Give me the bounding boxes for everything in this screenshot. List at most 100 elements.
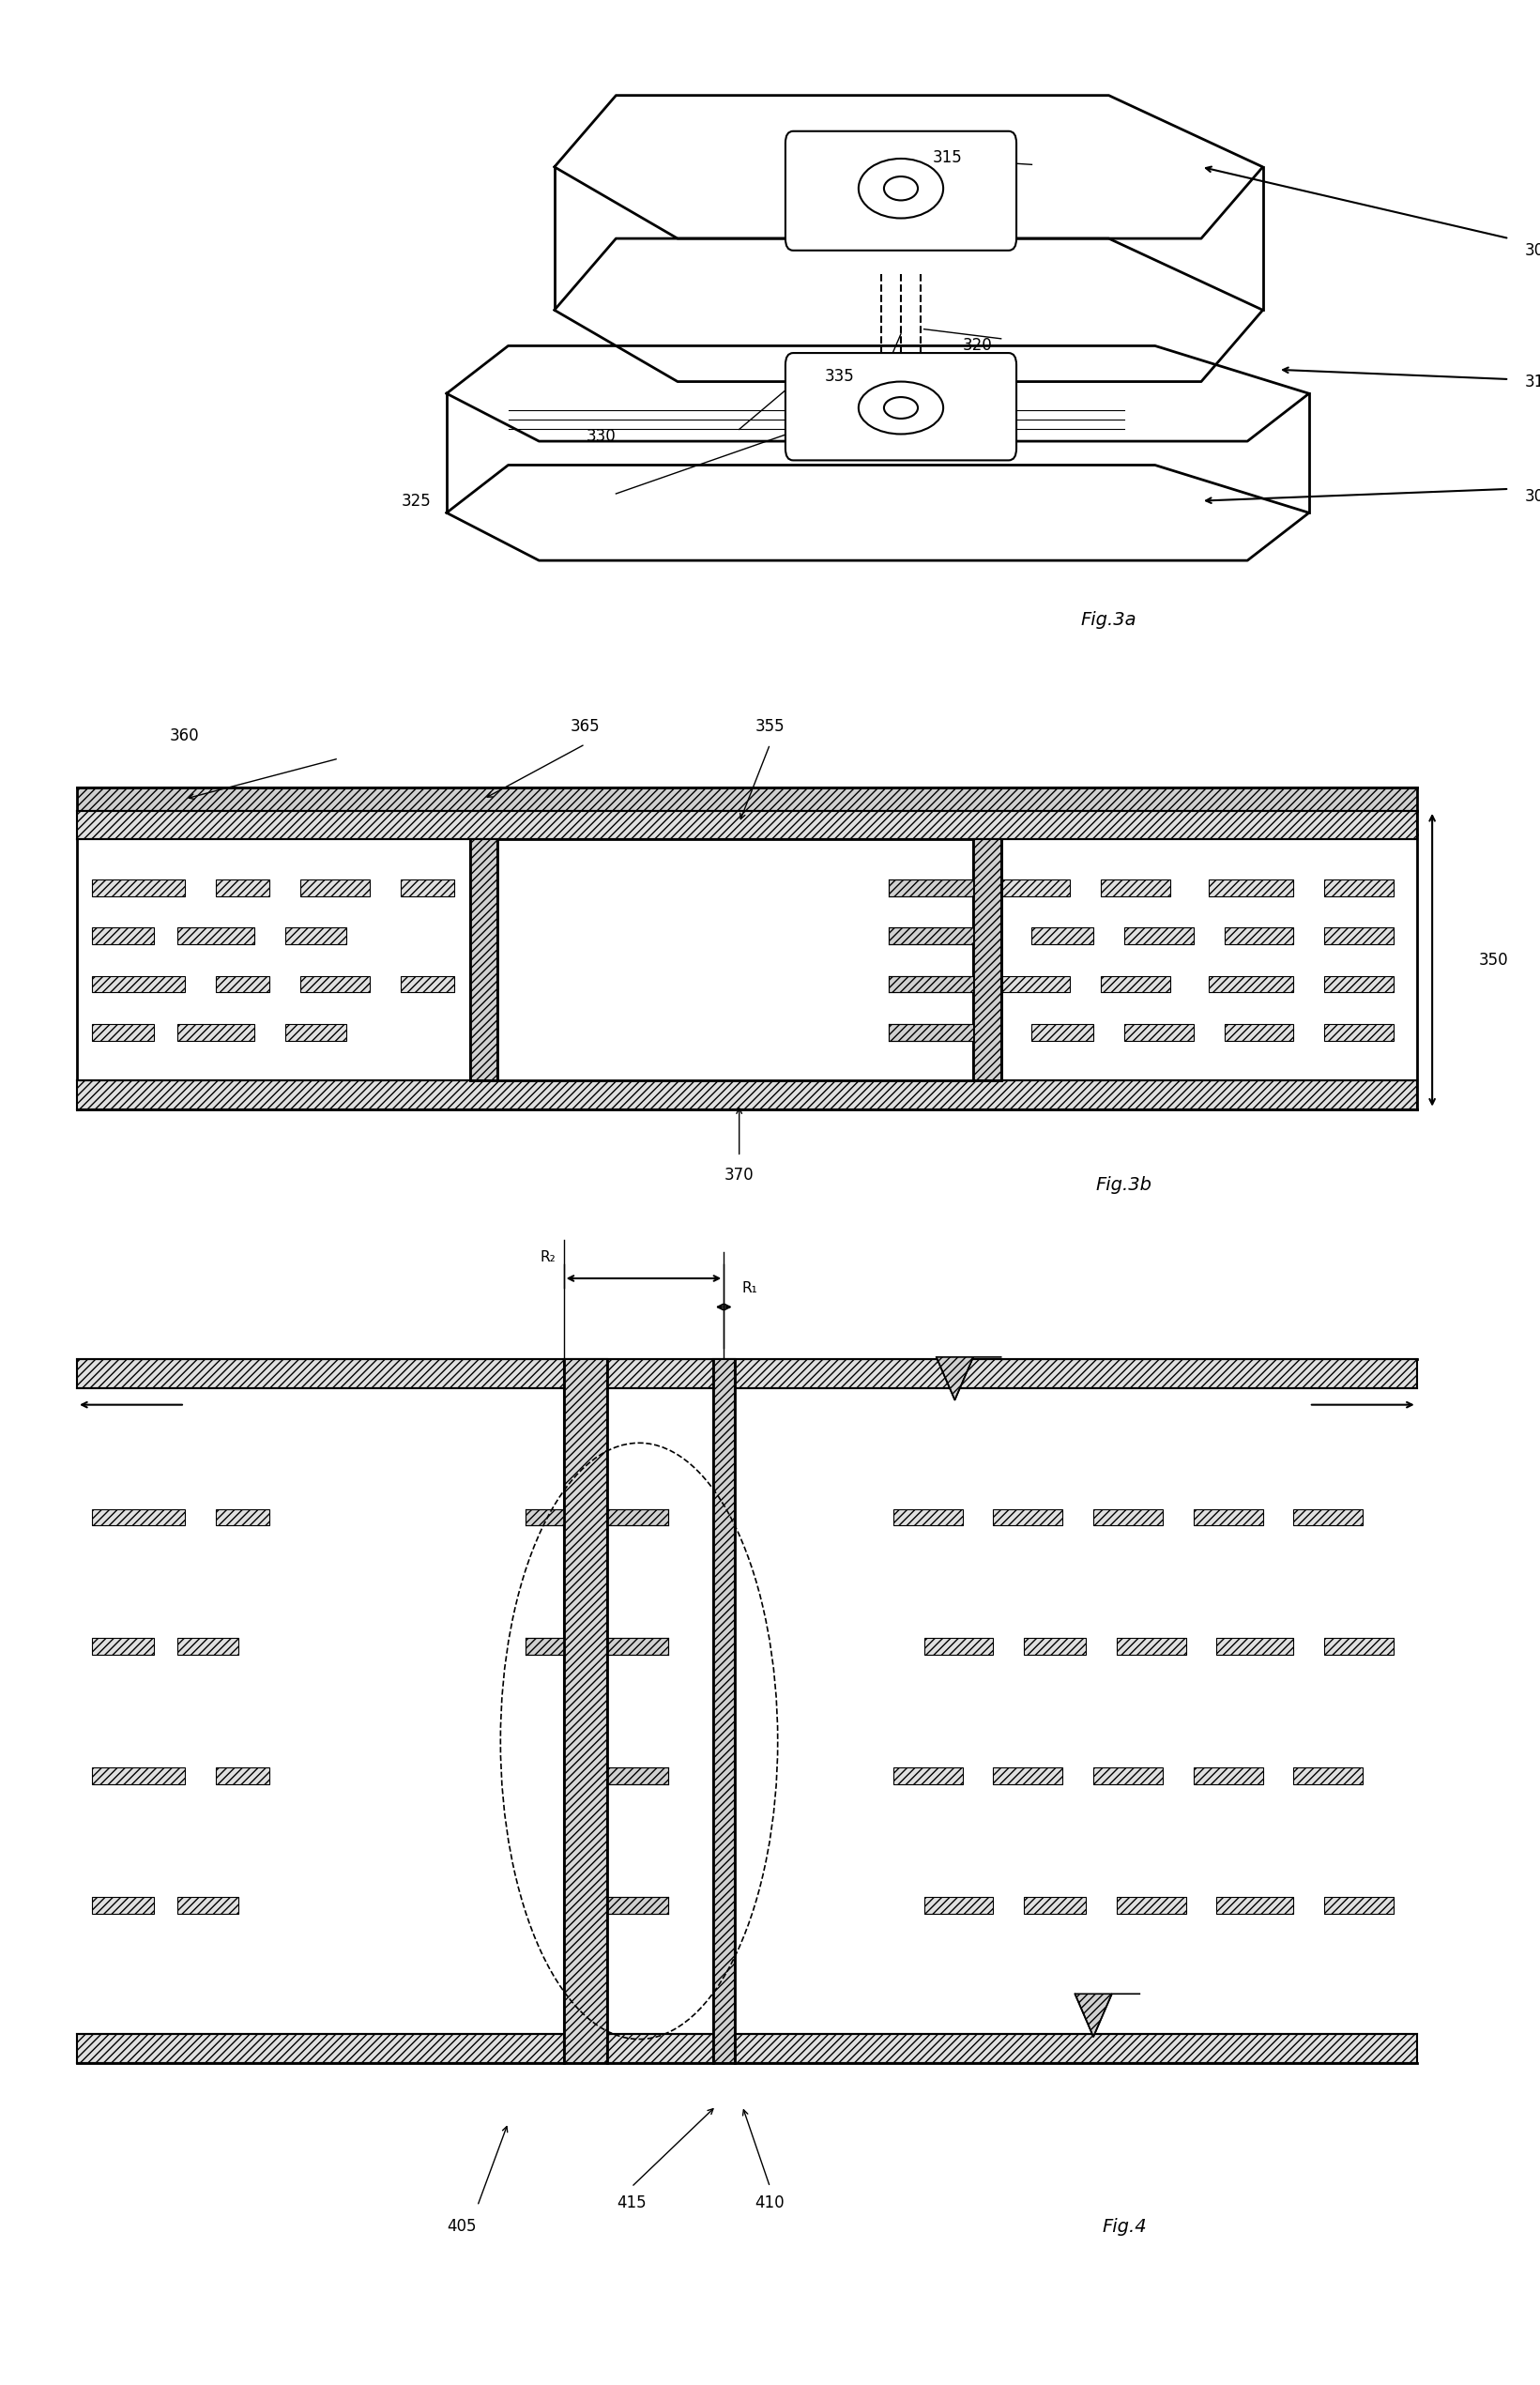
Ellipse shape xyxy=(884,176,918,200)
Bar xyxy=(1001,975,1070,992)
Bar xyxy=(1294,1767,1363,1784)
Text: 360: 360 xyxy=(169,727,200,744)
Bar xyxy=(564,1359,607,2063)
Bar xyxy=(77,811,1417,840)
Bar xyxy=(993,1510,1063,1526)
Bar xyxy=(889,975,973,992)
Bar xyxy=(177,1896,239,1913)
Ellipse shape xyxy=(884,398,918,420)
Bar xyxy=(713,1359,735,2063)
Bar xyxy=(1194,1767,1263,1784)
Bar xyxy=(1116,1896,1186,1913)
Bar xyxy=(1001,880,1070,897)
Text: R₁: R₁ xyxy=(742,1281,758,1295)
Bar xyxy=(1209,880,1294,897)
Bar xyxy=(1217,1896,1294,1913)
Bar xyxy=(216,1767,269,1784)
Text: 305: 305 xyxy=(1525,487,1540,506)
Bar xyxy=(525,1510,564,1526)
Bar xyxy=(400,880,454,897)
Bar xyxy=(607,1767,668,1784)
Bar xyxy=(1032,928,1093,944)
Bar xyxy=(92,928,154,944)
Bar xyxy=(300,975,370,992)
Bar xyxy=(1324,1896,1394,1913)
Bar xyxy=(77,2034,1417,2063)
Bar xyxy=(1324,1023,1394,1040)
Text: 350: 350 xyxy=(1478,952,1508,968)
Text: 405: 405 xyxy=(447,2218,477,2235)
Text: 355: 355 xyxy=(755,718,785,735)
Bar xyxy=(924,1896,993,1913)
Bar xyxy=(893,1510,962,1526)
Text: 410: 410 xyxy=(755,2194,785,2211)
Bar xyxy=(1032,1023,1093,1040)
Bar xyxy=(1124,928,1194,944)
Bar xyxy=(1024,1896,1086,1913)
Bar xyxy=(1224,928,1294,944)
Text: Fig.4: Fig.4 xyxy=(1101,2218,1147,2235)
Bar xyxy=(1324,880,1394,897)
Text: R₂: R₂ xyxy=(541,1250,556,1264)
Bar xyxy=(177,928,254,944)
Bar xyxy=(77,1080,1417,1109)
Text: 325: 325 xyxy=(402,491,431,510)
Bar xyxy=(92,1896,154,1913)
Bar xyxy=(216,975,269,992)
Bar xyxy=(92,975,185,992)
Polygon shape xyxy=(1075,1994,1112,2037)
Bar xyxy=(92,1023,154,1040)
Bar xyxy=(893,1767,962,1784)
Ellipse shape xyxy=(858,160,942,219)
FancyBboxPatch shape xyxy=(785,131,1016,250)
Bar xyxy=(973,840,1001,1080)
Bar xyxy=(1101,880,1170,897)
Bar xyxy=(889,928,973,944)
Bar xyxy=(1101,975,1170,992)
Bar xyxy=(1224,1023,1294,1040)
Bar xyxy=(1116,1638,1186,1655)
Text: 310: 310 xyxy=(1525,372,1540,391)
Bar xyxy=(525,1638,564,1655)
Bar xyxy=(92,1767,185,1784)
Bar xyxy=(1093,1767,1163,1784)
Bar xyxy=(1324,928,1394,944)
Bar xyxy=(216,1510,269,1526)
Bar xyxy=(470,840,1001,1080)
Bar xyxy=(788,840,973,1080)
Text: 370: 370 xyxy=(724,1166,755,1183)
FancyBboxPatch shape xyxy=(785,353,1016,460)
Bar xyxy=(92,880,185,897)
Bar xyxy=(1217,1638,1294,1655)
Bar xyxy=(607,1896,668,1913)
Bar xyxy=(1209,975,1294,992)
Bar xyxy=(1324,975,1394,992)
Bar xyxy=(924,1638,993,1655)
Bar xyxy=(216,880,269,897)
Bar xyxy=(1093,1510,1163,1526)
Bar xyxy=(400,975,454,992)
Bar xyxy=(177,1638,239,1655)
Bar xyxy=(1294,1510,1363,1526)
Text: 365: 365 xyxy=(570,718,601,735)
Text: Fig.3b: Fig.3b xyxy=(1096,1176,1152,1192)
Bar xyxy=(1324,1638,1394,1655)
Text: 315: 315 xyxy=(933,148,962,167)
Text: Fig.3a: Fig.3a xyxy=(1081,611,1137,630)
Polygon shape xyxy=(936,1357,973,1400)
Text: 320: 320 xyxy=(962,336,992,355)
Text: 300: 300 xyxy=(1525,241,1540,260)
Bar xyxy=(889,880,973,897)
Bar xyxy=(285,928,346,944)
Ellipse shape xyxy=(858,382,942,434)
Text: 330: 330 xyxy=(587,427,616,446)
Bar xyxy=(77,811,1417,835)
Bar xyxy=(889,1023,973,1040)
Bar xyxy=(1124,1023,1194,1040)
Bar xyxy=(177,1023,254,1040)
Bar xyxy=(77,1359,1417,1388)
Bar xyxy=(607,1510,668,1526)
Bar xyxy=(285,1023,346,1040)
Bar xyxy=(607,1638,668,1655)
Text: 335: 335 xyxy=(825,367,855,386)
